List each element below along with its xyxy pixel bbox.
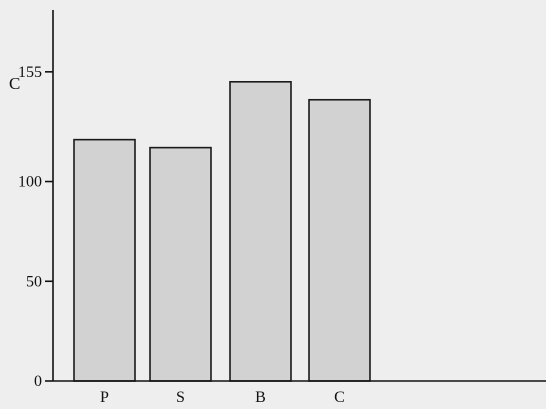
y-tick-label: 50 — [26, 273, 42, 290]
y-axis-label: C — [9, 74, 20, 93]
y-tick-label: 155 — [18, 64, 42, 81]
x-tick-label-s: S — [176, 389, 185, 406]
y-tick-label: 100 — [18, 174, 42, 191]
bar-c — [308, 98, 371, 382]
bar-p — [73, 138, 136, 382]
y-axis-ticks: 0 50 100 155 — [18, 64, 53, 390]
bars-group — [73, 81, 371, 382]
y-tick-label: 0 — [34, 373, 42, 390]
x-tick-label-b: B — [255, 389, 266, 406]
x-tick-label-p: P — [100, 389, 109, 406]
x-tick-label-c: C — [334, 389, 345, 406]
bar-s — [149, 146, 212, 382]
bar-b — [229, 81, 292, 382]
